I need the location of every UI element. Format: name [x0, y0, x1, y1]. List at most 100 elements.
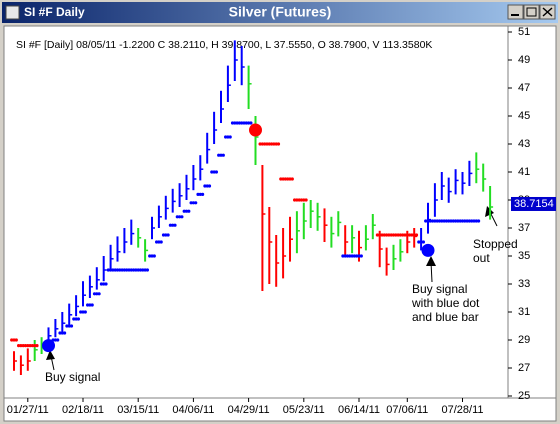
stop-dot: [113, 268, 117, 272]
stop-dot: [53, 338, 58, 342]
x-tick-label: 07/28/11: [441, 404, 483, 416]
stop-dot: [155, 240, 159, 244]
y-tick-label: 37: [518, 222, 530, 234]
stop-dot: [178, 215, 182, 219]
stop-dot: [109, 268, 113, 272]
stop-dot: [230, 121, 235, 125]
last-price-box: [511, 196, 556, 211]
stop-dot: [235, 121, 239, 125]
stop-dot: [460, 219, 465, 223]
stop-dot: [447, 219, 451, 223]
stop-dot: [467, 219, 471, 223]
stop-dot: [157, 240, 161, 244]
window-buttons[interactable]: [507, 4, 556, 20]
stop-dot: [210, 170, 214, 174]
stop-dot: [233, 121, 237, 125]
stop-dot: [242, 121, 246, 125]
x-tick-label: 07/06/11: [386, 404, 428, 416]
stop-dot: [382, 233, 386, 237]
stop-dot: [394, 233, 398, 237]
stop-dot: [391, 233, 396, 237]
y-tick-label: 27: [518, 362, 530, 374]
stop-dot: [474, 219, 478, 223]
stop-dot: [304, 198, 308, 202]
stop-dot: [106, 268, 110, 272]
stop-dot: [65, 324, 69, 328]
stop-dot: [263, 142, 267, 146]
stop-dot: [102, 282, 106, 286]
stop-dot: [299, 198, 304, 202]
stop-dot: [247, 121, 251, 125]
stop-dot: [408, 233, 412, 237]
stop-dot: [203, 184, 207, 188]
stop-dot: [433, 219, 437, 223]
stop-dot: [168, 223, 172, 227]
stop-dot: [463, 219, 467, 223]
stop-dot: [442, 219, 446, 223]
y-tick-label: 45: [518, 110, 530, 122]
stop-dot: [424, 219, 428, 223]
last-price-label: 38.7154: [514, 198, 554, 210]
x-tick-label: 06/14/11: [338, 404, 380, 416]
annotation: with blue dot: [411, 296, 480, 310]
price-axis: [507, 25, 557, 399]
stop-dot: [127, 268, 131, 272]
stop-dot: [122, 268, 126, 272]
stop-dot: [219, 153, 223, 157]
stop-dot: [97, 292, 101, 296]
stop-dot: [286, 177, 290, 181]
stop-dot: [132, 268, 136, 272]
stop-dot: [244, 121, 248, 125]
stop-dot: [184, 209, 189, 213]
stop-dot: [10, 338, 14, 342]
stop-dot: [148, 254, 152, 258]
y-tick-label: 29: [518, 334, 530, 346]
x-tick-label: 03/15/11: [117, 404, 159, 416]
annotation: and blue bar: [412, 310, 479, 324]
stop-dot: [398, 233, 402, 237]
stop-dot: [17, 344, 21, 348]
title-bar: [2, 2, 558, 23]
stop-dot: [14, 338, 18, 342]
stop-dot: [74, 317, 78, 321]
stop-dot: [350, 254, 354, 258]
y-tick-label: 35: [518, 250, 530, 262]
stop-dot: [477, 219, 481, 223]
stop-dot: [115, 268, 120, 272]
arrow-head: [46, 350, 55, 360]
stop-dot: [428, 219, 432, 223]
stop-dot: [138, 268, 143, 272]
stop-dot: [348, 254, 352, 258]
stop-dot: [83, 310, 87, 314]
stop-dot: [189, 201, 193, 205]
stop-dot: [288, 177, 292, 181]
minimize-button[interactable]: [507, 4, 524, 20]
stop-dot: [274, 142, 278, 146]
stop-dot: [440, 219, 444, 223]
annotation: Stopped: [473, 237, 518, 251]
close-glyph: [542, 7, 553, 17]
maximize-glyph: [526, 7, 537, 17]
stop-dot: [270, 142, 274, 146]
stop-dot: [58, 331, 62, 335]
stop-dot: [359, 254, 363, 258]
chart-title: Silver (Futures): [229, 4, 332, 20]
arrow-head: [426, 256, 436, 266]
stop-dot: [228, 135, 232, 139]
stop-dot: [240, 121, 244, 125]
stop-dot: [90, 303, 94, 307]
stop-dot: [456, 219, 460, 223]
stop-dot: [118, 268, 122, 272]
stop-dot: [120, 268, 124, 272]
stop-dot: [141, 268, 145, 272]
stop-dot: [249, 121, 253, 125]
stop-dot: [279, 177, 283, 181]
window-title: SI #F Daily: [24, 5, 85, 19]
stop-dot: [152, 254, 156, 258]
arrow: [489, 211, 498, 227]
stop-dot: [403, 233, 407, 237]
stop-dot: [375, 233, 379, 237]
annotation: Buy signal: [45, 370, 100, 384]
maximize-button[interactable]: [523, 4, 540, 20]
